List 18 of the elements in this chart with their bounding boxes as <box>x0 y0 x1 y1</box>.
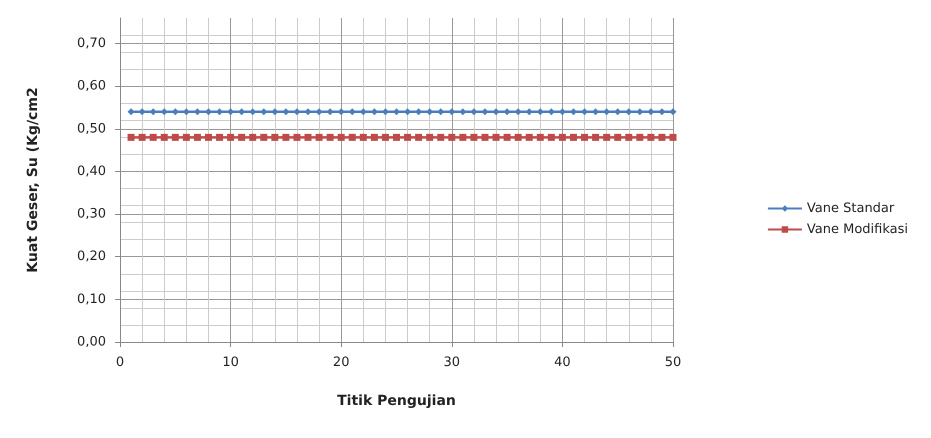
y-tick-label: 0,50 <box>77 121 106 136</box>
y-tick-label: 0,20 <box>77 249 106 264</box>
y-tick-label: 0,10 <box>77 292 106 307</box>
y-tick-label: 0,30 <box>77 206 106 222</box>
x-tick-label: 10 <box>222 355 239 370</box>
x-tick-label: 50 <box>664 355 682 370</box>
legend-label: Vane Standar <box>806 201 895 216</box>
x-tick-label: 30 <box>444 355 460 370</box>
y-tick-label: 0,00 <box>77 334 106 350</box>
x-tick-label: 0 <box>116 355 124 370</box>
y-tick-label: 0,60 <box>77 78 106 94</box>
y-tick-label: 0,70 <box>77 36 106 52</box>
y-tick-label: 0,40 <box>77 164 106 179</box>
legend-label: Vane Modifikasi <box>806 222 908 237</box>
y-axis-title: Kuat Geser, Su (Kg/cm2 <box>25 87 41 273</box>
x-tick-label: 40 <box>554 355 571 370</box>
x-axis-title: Titik Pengujian <box>337 393 456 409</box>
x-tick-label: 20 <box>332 355 350 370</box>
